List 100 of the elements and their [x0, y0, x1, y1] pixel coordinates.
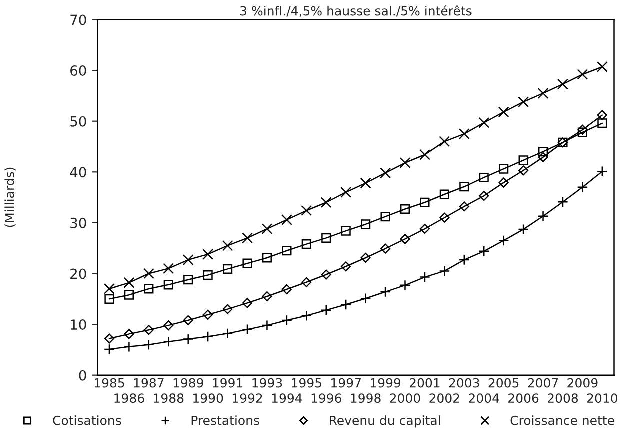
- point: [124, 290, 134, 300]
- point: [340, 299, 352, 310]
- point: [282, 246, 292, 256]
- point: [164, 280, 174, 290]
- point: [380, 244, 391, 254]
- point: [262, 292, 272, 302]
- point: [380, 286, 392, 298]
- point: [164, 320, 174, 331]
- point: [479, 190, 490, 202]
- y-tick-label: 0: [79, 370, 86, 381]
- point: [478, 117, 490, 128]
- point: [380, 168, 392, 179]
- x-tick-label: 1994: [272, 394, 302, 404]
- y-tick-label: 40: [70, 167, 86, 178]
- point: [538, 147, 548, 157]
- point: [222, 240, 234, 252]
- point: [321, 270, 332, 280]
- point: [144, 284, 154, 294]
- point: [420, 224, 430, 234]
- point: [182, 254, 194, 266]
- legend-label: Prestations: [192, 416, 260, 426]
- x-tick-label: 2009: [568, 378, 598, 388]
- y-tick-label: 70: [70, 14, 86, 26]
- point: [104, 284, 115, 294]
- point: [458, 254, 470, 266]
- point: [360, 252, 371, 264]
- chart-title: 3 %infl./4,5% hausse sal./5% intérêts: [240, 6, 472, 18]
- x-tick-label: 1991: [213, 378, 243, 388]
- point: [439, 266, 450, 277]
- x-tick-label: 1996: [312, 394, 342, 404]
- x-tick-label: 1998: [351, 394, 381, 404]
- point: [144, 325, 154, 336]
- point: [460, 182, 470, 192]
- point: [440, 212, 450, 223]
- point: [400, 158, 411, 168]
- point: [439, 136, 450, 148]
- point: [282, 284, 292, 295]
- x-tick-label: 2010: [587, 394, 618, 404]
- x-tick-label: 1992: [232, 394, 262, 404]
- point: [281, 314, 292, 326]
- point: [242, 232, 253, 244]
- point: [320, 197, 332, 208]
- point: [598, 118, 608, 128]
- legend-label: Croissance nette: [510, 416, 614, 426]
- point: [222, 304, 233, 314]
- x-tick-label: 1986: [114, 394, 144, 404]
- point: [341, 262, 352, 272]
- point: [458, 128, 470, 140]
- point: [340, 186, 352, 198]
- x-tick-label: 1995: [292, 378, 322, 388]
- point: [498, 235, 510, 246]
- point: [242, 298, 253, 308]
- point: [301, 205, 312, 216]
- point: [596, 166, 608, 178]
- y-tick-label: 30: [70, 218, 86, 228]
- x-tick-label: 2005: [488, 378, 519, 388]
- x-tick-label: 2004: [469, 394, 500, 404]
- point: [577, 69, 588, 80]
- point: [380, 212, 390, 222]
- point: [498, 178, 509, 188]
- point: [578, 124, 588, 136]
- point: [499, 164, 509, 174]
- point: [577, 182, 588, 193]
- x-tick-label: 2000: [390, 394, 420, 404]
- point: [124, 329, 134, 340]
- point: [124, 277, 135, 288]
- point: [597, 110, 608, 120]
- point: [400, 204, 410, 214]
- point: [479, 172, 489, 183]
- point: [459, 202, 470, 212]
- x-tick-label: 1999: [370, 378, 401, 388]
- point: [538, 152, 548, 162]
- point: [596, 62, 608, 72]
- x-tick-label: 2008: [548, 394, 578, 404]
- x-tick-label: 1985: [94, 378, 124, 388]
- y-tick-label: 10: [71, 320, 86, 330]
- point: [518, 166, 529, 176]
- point: [419, 272, 430, 283]
- point: [518, 156, 528, 166]
- point: [281, 214, 292, 226]
- point: [518, 96, 530, 108]
- x-tick-label: 1997: [332, 378, 361, 388]
- point: [341, 226, 351, 236]
- point: [143, 268, 154, 280]
- point: [478, 246, 490, 257]
- y-axis-title: (Milliards): [4, 168, 16, 228]
- x-tick-label: 2006: [508, 394, 539, 404]
- point: [183, 315, 194, 326]
- point: [242, 258, 252, 268]
- x-tick-label: 1993: [252, 378, 282, 388]
- point: [400, 234, 410, 244]
- point: [203, 270, 213, 280]
- point: [498, 106, 510, 118]
- point: [104, 294, 114, 304]
- y-tick-label: 50: [70, 116, 86, 127]
- point: [302, 239, 312, 250]
- point: [302, 277, 312, 288]
- x-tick-label: 2001: [410, 378, 440, 388]
- point: [262, 224, 273, 235]
- x-tick-label: 2003: [449, 378, 480, 388]
